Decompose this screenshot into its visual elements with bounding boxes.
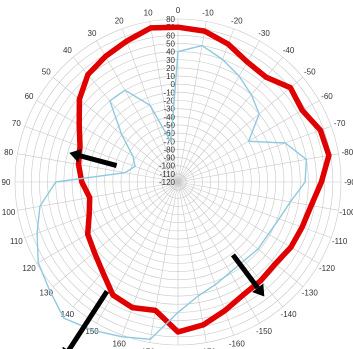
angle-tick-label: 70 — [12, 119, 21, 128]
grid-spoke — [36, 100, 179, 183]
angle-tick-label: -60 — [321, 92, 333, 101]
angle-tick-label: 30 — [88, 29, 97, 38]
angle-tick-label: -170 — [200, 347, 217, 349]
angle-tick-label: -110 — [332, 237, 348, 246]
radial-tick-label: -110 — [160, 170, 176, 179]
grid-spoke — [177, 125, 332, 183]
radial-tick-label: -90 — [163, 154, 175, 163]
grid-spoke — [149, 181, 179, 343]
radial-tick-label: -40 — [163, 113, 175, 122]
grid-spoke — [24, 125, 179, 183]
angle-tick-label: -140 — [281, 310, 298, 319]
radial-tick-labels: -120-110-100-90-80-70-60-50-40-30-20-100… — [159, 15, 176, 187]
grid-spoke — [72, 56, 179, 183]
grid-spoke — [177, 181, 260, 324]
angle-tick-label: 170 — [141, 347, 155, 349]
radial-tick-label: 10 — [166, 72, 175, 81]
radial-tick-label: 0 — [171, 80, 176, 89]
angle-tick-label: 160 — [112, 340, 126, 349]
angle-tick-label: 10 — [144, 9, 153, 18]
angle-tick-label: 50 — [42, 67, 51, 76]
grid-spoke — [96, 181, 179, 324]
angle-tick-label: -50 — [304, 67, 316, 76]
radial-tick-label: 20 — [166, 64, 175, 73]
annotation-arrows — [62, 148, 265, 349]
angle-tick-label: -70 — [334, 119, 346, 128]
polar-grid — [14, 18, 342, 346]
arrow-head — [252, 283, 265, 297]
arrow-head — [69, 148, 82, 163]
radial-tick-label: -60 — [163, 129, 175, 138]
radial-tick-label: 60 — [166, 31, 175, 40]
angle-tick-label: 80 — [4, 148, 13, 157]
angle-tick-label: 120 — [22, 264, 36, 273]
grid-spoke — [177, 181, 332, 239]
grid-spoke — [177, 181, 207, 343]
radial-tick-label: -100 — [159, 162, 176, 171]
angle-tick-label: 20 — [115, 16, 124, 25]
angle-tick-label: -160 — [229, 340, 246, 349]
radial-tick-label: 30 — [166, 56, 175, 65]
angle-tick-labels: 0102030405060708090100110120130140150160… — [2, 6, 353, 349]
angle-tick-label: -120 — [319, 264, 336, 273]
radial-tick-label: -30 — [163, 105, 175, 114]
radial-tick-label: 80 — [166, 15, 175, 24]
angle-tick-label: 140 — [61, 310, 75, 319]
angle-tick-label: 100 — [2, 208, 16, 217]
grid-spoke — [177, 181, 304, 288]
angle-tick-label: 90 — [2, 178, 11, 187]
grid-spoke — [177, 153, 339, 183]
arrow-shaft — [66, 290, 110, 349]
angle-tick-label: -10 — [202, 9, 214, 18]
grid-spoke — [52, 181, 179, 288]
series-line — [75, 24, 332, 335]
grid-spoke — [36, 181, 179, 264]
radial-tick-label: -20 — [163, 97, 175, 106]
arrow-head — [62, 346, 67, 349]
angle-tick-label: 110 — [10, 237, 23, 246]
radial-tick-label: -10 — [163, 88, 175, 97]
angle-tick-label: 0 — [176, 6, 181, 15]
grid-spoke — [72, 181, 179, 308]
radial-tick-label: -80 — [163, 145, 175, 154]
grid-spoke — [17, 181, 179, 211]
angle-tick-label: 60 — [25, 92, 34, 101]
angle-tick-label: -40 — [283, 46, 295, 55]
grid-spoke — [149, 21, 179, 183]
grid-spoke — [96, 40, 179, 183]
grid-spoke — [177, 181, 284, 308]
annotation-arrow — [69, 148, 118, 168]
angle-tick-label: -20 — [231, 16, 243, 25]
angle-tick-label: 150 — [85, 327, 99, 336]
grid-spoke — [177, 181, 320, 264]
series-line — [36, 44, 308, 340]
arrow-shaft — [230, 253, 260, 290]
radial-tick-label: -70 — [163, 137, 175, 146]
annotation-arrow — [62, 290, 110, 349]
grid-spoke — [177, 76, 304, 183]
series-group — [36, 24, 332, 340]
angle-tick-label: 130 — [40, 289, 54, 298]
grid-spoke — [177, 21, 207, 183]
angle-tick-label: 40 — [63, 46, 72, 55]
arrow-shaft — [79, 153, 118, 168]
angle-tick-label: -100 — [339, 208, 353, 217]
grid-spoke — [17, 153, 179, 183]
radial-tick-label: -120 — [159, 178, 176, 187]
radial-tick-label: 50 — [166, 39, 175, 48]
angle-tick-label: -30 — [258, 29, 270, 38]
grid-spoke — [52, 76, 179, 183]
radial-tick-label: -50 — [163, 121, 175, 130]
angle-tick-label: -80 — [342, 148, 353, 157]
grid-spoke — [24, 181, 179, 239]
radial-tick-label: 40 — [166, 48, 175, 57]
annotation-arrow — [230, 253, 265, 297]
angle-tick-label: -150 — [256, 327, 273, 336]
angle-tick-label: -90 — [344, 178, 353, 187]
angle-tick-label: -130 — [302, 289, 319, 298]
grid-spoke — [177, 28, 235, 183]
